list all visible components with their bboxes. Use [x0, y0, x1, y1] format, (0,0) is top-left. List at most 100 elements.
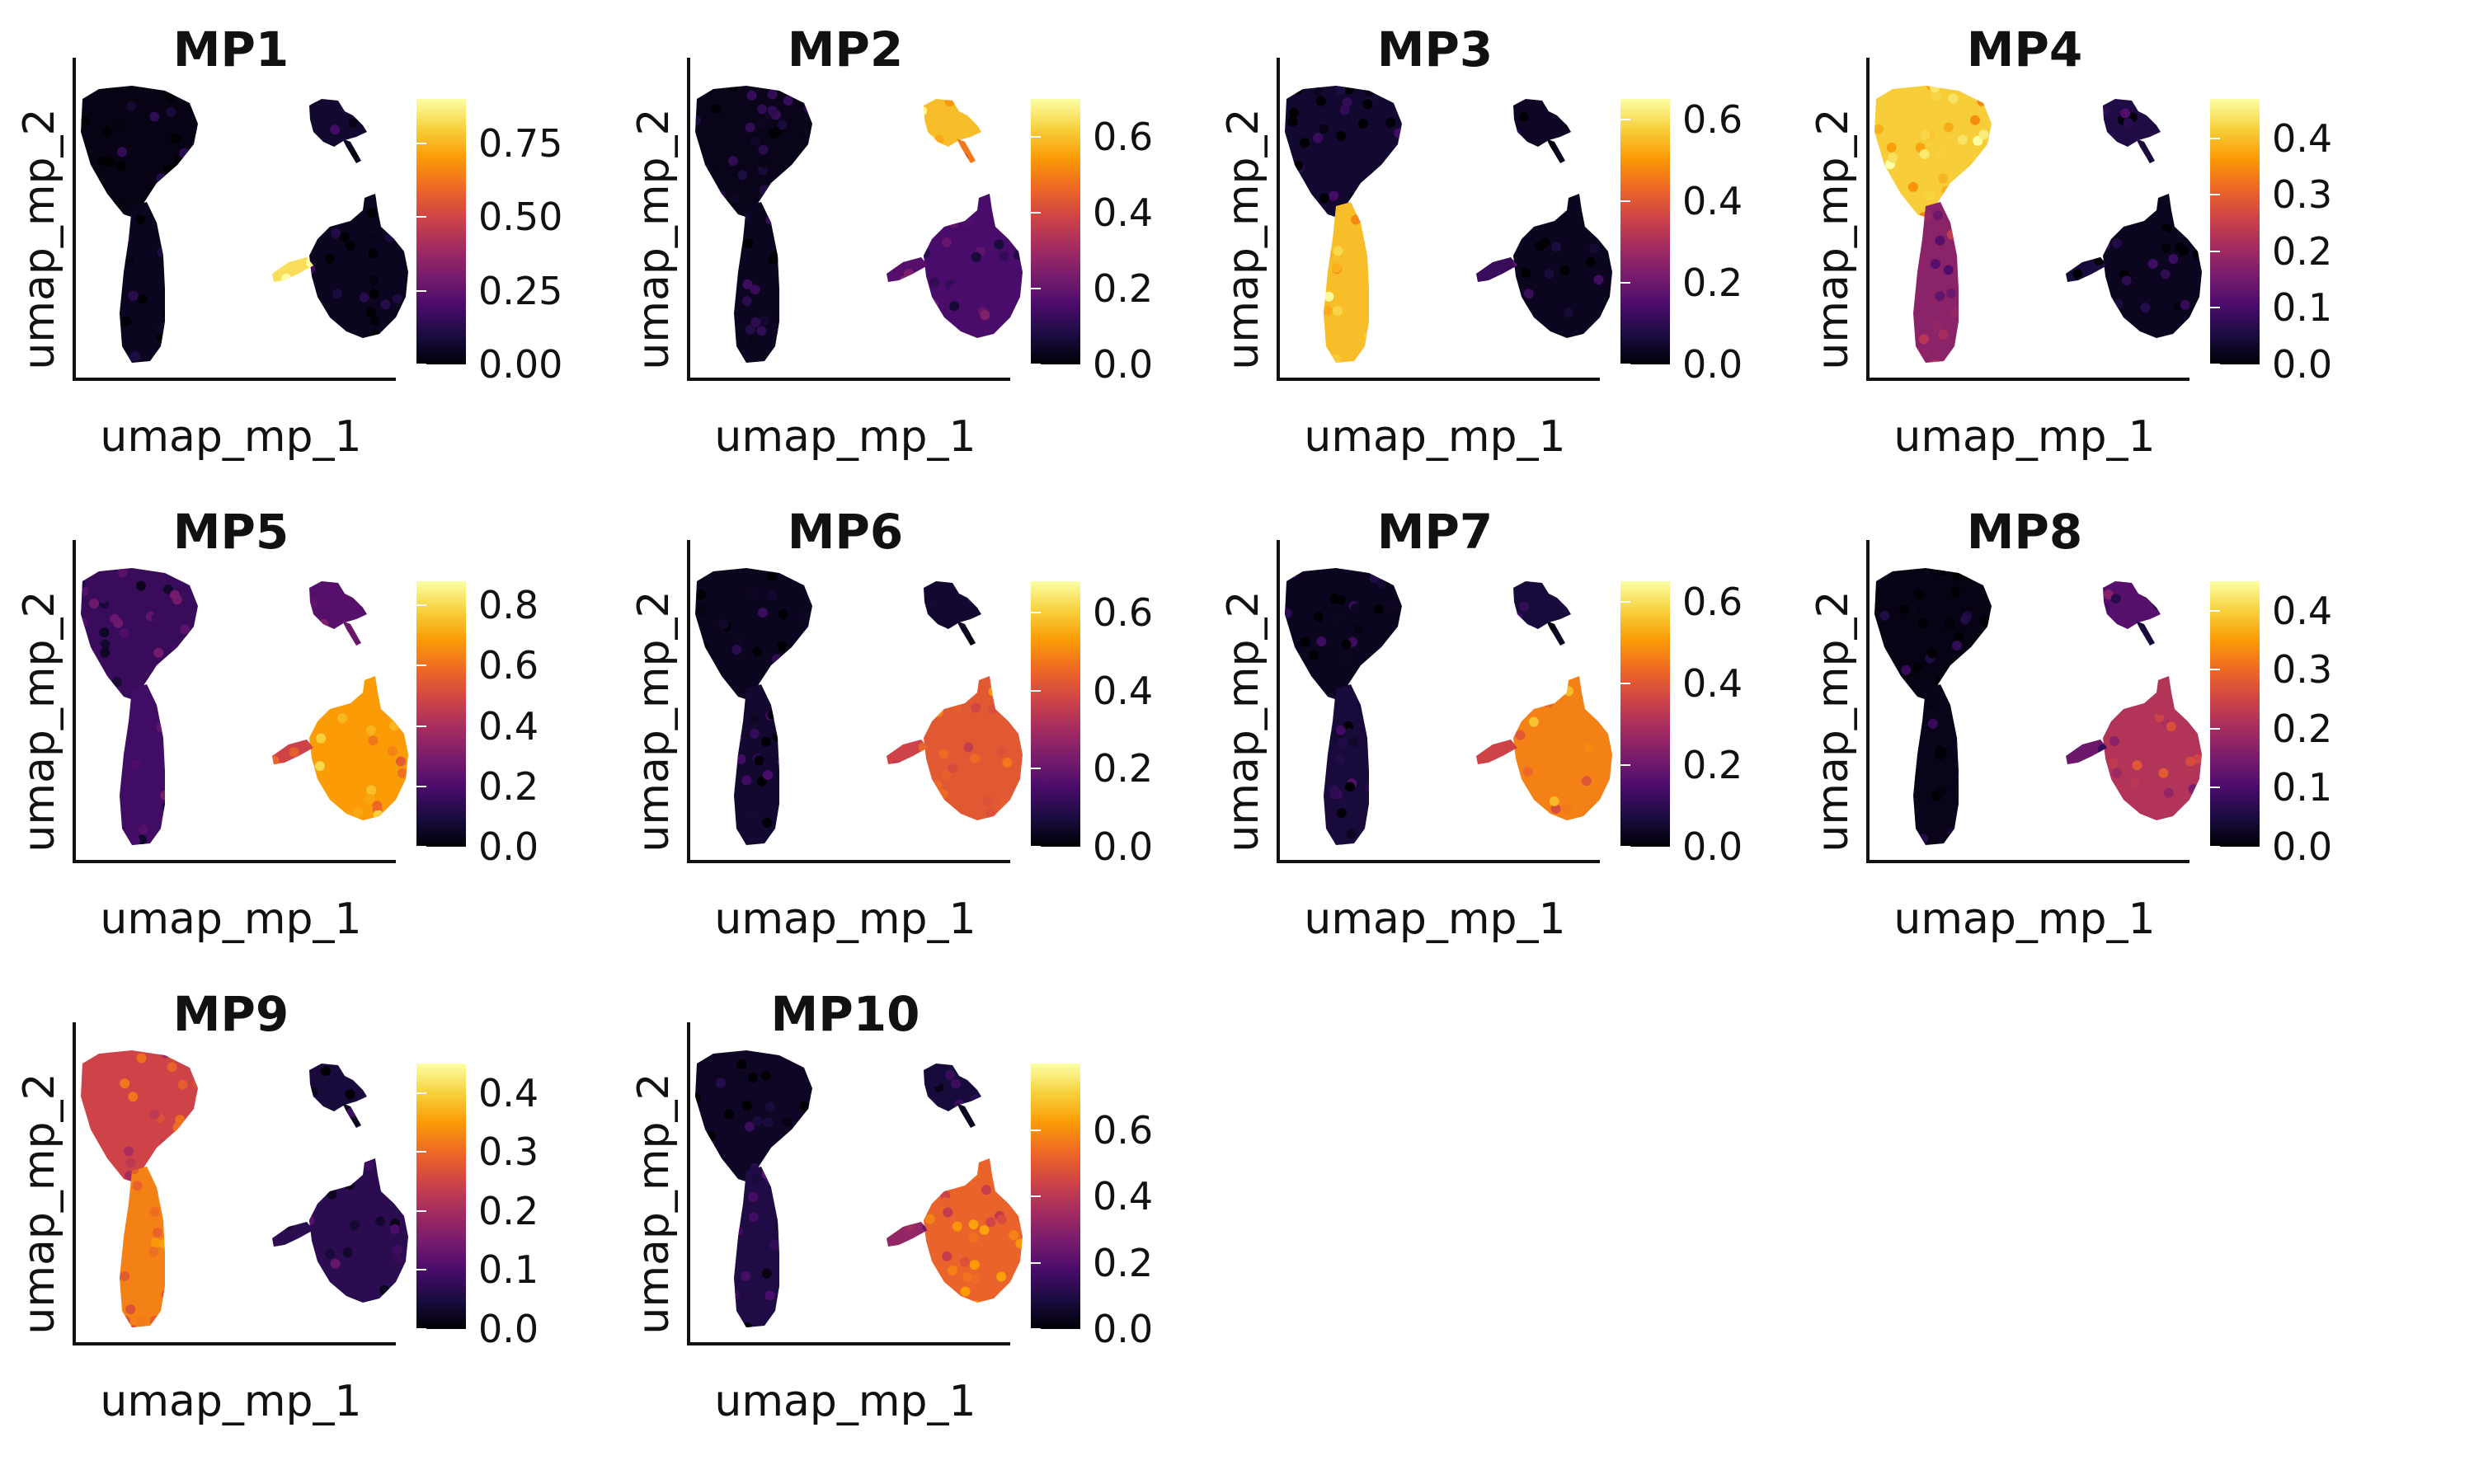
- colorbar-tick-label: 0.2: [478, 763, 539, 809]
- cell-point: [845, 313, 855, 323]
- cell-point: [778, 295, 788, 305]
- cell-point: [1469, 297, 1479, 307]
- cell-point: [1479, 287, 1489, 297]
- cell-point: [2001, 204, 2011, 214]
- cell-point: [2123, 118, 2133, 129]
- cell-point: [912, 274, 922, 284]
- cell-point: [2193, 312, 2203, 322]
- cell-cluster: [309, 99, 367, 147]
- cell-point: [698, 282, 708, 292]
- cell-point: [101, 265, 111, 275]
- cell-point: [271, 788, 281, 798]
- cell-point: [286, 239, 296, 249]
- colorbar-tick-label: 0.4: [478, 703, 539, 749]
- cell-point: [243, 237, 253, 247]
- cell-point: [1435, 279, 1445, 289]
- cell-point: [2187, 359, 2197, 369]
- cell-cluster: [309, 581, 367, 629]
- cell-point: [813, 111, 823, 121]
- cell-point: [280, 590, 289, 600]
- cell-point: [233, 261, 243, 271]
- cell-point: [237, 159, 247, 169]
- cell-point: [299, 126, 308, 136]
- cell-point: [1508, 336, 1518, 345]
- cell-point: [282, 843, 292, 853]
- cell-point: [97, 242, 107, 251]
- cell-point: [698, 356, 708, 366]
- cell-point: [270, 286, 280, 296]
- cell-point: [1888, 190, 1898, 200]
- cell-point: [2162, 341, 2172, 351]
- cell-point: [1558, 339, 1568, 349]
- cell-point: [294, 154, 303, 164]
- cell-point: [217, 211, 227, 221]
- cell-point: [1283, 184, 1293, 194]
- cell-point: [244, 653, 254, 663]
- cell-point: [105, 157, 115, 167]
- cell-point: [1568, 83, 1578, 93]
- cell-point: [2164, 81, 2174, 91]
- cell-point: [925, 334, 935, 338]
- cell-point: [375, 349, 385, 359]
- cell-point: [2045, 315, 2055, 325]
- cell-point: [1581, 93, 1591, 103]
- cell-point: [2101, 190, 2111, 200]
- cell-point: [238, 712, 247, 722]
- cell-point: [2100, 182, 2110, 192]
- cell-point: [814, 152, 824, 162]
- cell-point: [175, 727, 185, 737]
- cell-point: [2005, 354, 2015, 364]
- cell-point: [252, 756, 261, 766]
- cell-point: [1283, 298, 1293, 308]
- cell-point: [94, 716, 104, 726]
- cell-point: [1480, 235, 1490, 245]
- cell-point: [2138, 203, 2147, 213]
- cell-point: [381, 352, 391, 362]
- cell-point: [204, 129, 214, 139]
- cell-point: [178, 577, 189, 588]
- cell-point: [1438, 101, 1448, 111]
- cell-point: [1533, 345, 1543, 355]
- cell-point: [274, 101, 284, 110]
- cell-point: [1014, 194, 1023, 200]
- cell-point: [184, 648, 194, 658]
- cell-point: [1931, 259, 1940, 270]
- cell-point: [223, 328, 233, 338]
- cell-point: [1492, 359, 1502, 369]
- cell-point: [294, 347, 303, 357]
- cell-point: [383, 162, 393, 172]
- cell-point: [2126, 362, 2136, 372]
- cell-point: [161, 178, 171, 188]
- cell-point: [1981, 198, 1992, 209]
- cell-point: [196, 211, 206, 221]
- colorbar-tick-mark: [416, 846, 426, 848]
- cell-point: [827, 147, 837, 157]
- cell-point: [1431, 79, 1441, 89]
- cell-point: [2121, 87, 2131, 96]
- cell-point: [79, 249, 89, 259]
- cell-point: [186, 357, 195, 367]
- cell-point: [2094, 257, 2105, 265]
- cell-point: [1009, 325, 1019, 336]
- cell-point: [1295, 180, 1305, 190]
- cell-point: [258, 121, 268, 131]
- cell-point: [220, 568, 230, 578]
- cell-point: [1512, 319, 1522, 329]
- cell-point: [217, 665, 227, 675]
- cell-point: [306, 290, 316, 300]
- cell-point: [1545, 333, 1555, 343]
- colorbar-tick-mark: [1031, 364, 1041, 365]
- cell-point: [695, 115, 702, 125]
- cell-point: [183, 289, 193, 298]
- cell-point: [197, 310, 207, 320]
- cell-point: [258, 589, 268, 599]
- cell-point: [1595, 163, 1605, 173]
- cell-point: [194, 329, 204, 339]
- cell-point: [200, 799, 210, 809]
- cell-point: [1525, 168, 1535, 178]
- cell-point: [1388, 232, 1398, 242]
- cell-point: [224, 772, 234, 782]
- cell-point: [2091, 225, 2100, 235]
- cell-point: [2067, 158, 2077, 168]
- cell-point: [202, 139, 212, 148]
